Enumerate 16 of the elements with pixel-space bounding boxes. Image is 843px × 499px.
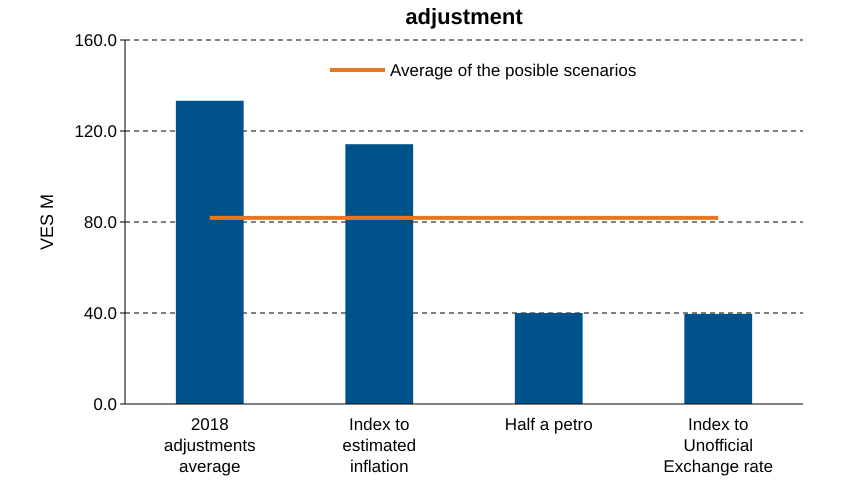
bar (345, 144, 414, 404)
bar (176, 100, 244, 404)
x-tick-label: Half a petro (504, 415, 593, 434)
y-axis-title: VES M (37, 194, 57, 250)
x-tick-label: Index to estimated inflation (342, 415, 416, 476)
bar (684, 314, 752, 404)
bar (514, 313, 583, 404)
y-tick-label: 80.0 (84, 212, 117, 232)
y-tick-label: 160.0 (74, 30, 117, 50)
y-tick-label: 120.0 (74, 122, 117, 141)
x-tick-label: 2018 adjustments average (164, 415, 256, 476)
legend-label: Average of the posible scenarios (390, 60, 636, 80)
y-tick-label: 0.0 (93, 394, 117, 414)
x-tick-label: Index to Unofficial Exchange rate (663, 415, 774, 476)
chart-title: adjustment (405, 4, 524, 29)
y-tick-label: 40.0 (84, 304, 117, 323)
